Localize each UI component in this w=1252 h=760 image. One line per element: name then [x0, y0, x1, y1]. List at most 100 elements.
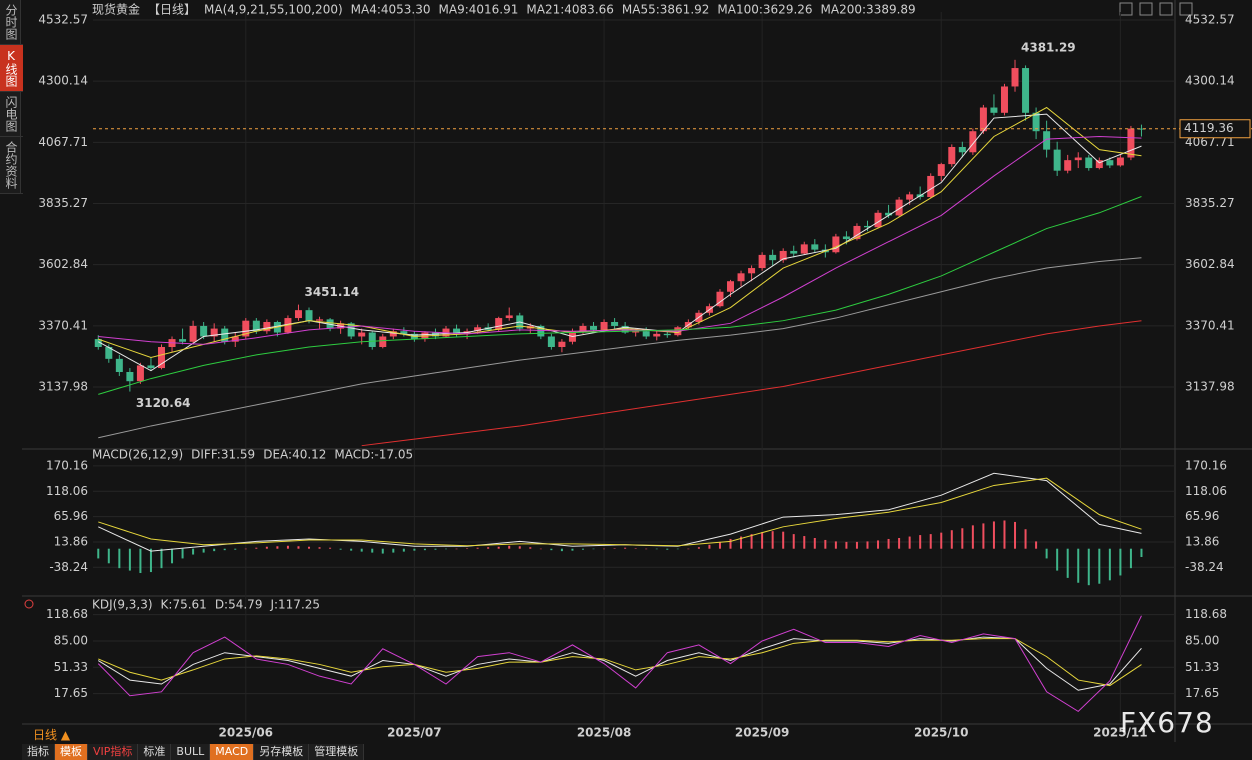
tab[interactable]: BULL [171, 744, 211, 760]
candle-body [979, 107, 987, 132]
x-tick-label: 2025/08 [577, 726, 631, 740]
histogram-bar [107, 548, 110, 564]
legend-entry: DIFF:31.59 [191, 448, 255, 462]
histogram-bar [223, 548, 226, 551]
candle-body [231, 336, 239, 342]
side-tab[interactable]: 闪电图 [0, 92, 23, 137]
side-tab[interactable]: 合约资料 [0, 137, 23, 194]
y-tick-label: 170.16 [1185, 458, 1227, 472]
histogram-bar [413, 548, 416, 551]
candle-body [632, 331, 640, 333]
y-tick-label: 118.06 [46, 484, 88, 498]
toolbar-icons[interactable] [1119, 2, 1193, 16]
histogram-bar [571, 548, 574, 551]
candle-body [147, 365, 155, 369]
y-tick-label: 3602.84 [1185, 257, 1235, 271]
side-tab[interactable]: K线图 [0, 45, 23, 92]
indicator-line [98, 636, 1142, 691]
candle-body [94, 339, 102, 347]
period: 【日线】 [148, 3, 196, 17]
ma-line [361, 320, 1142, 447]
y-tick-label: 3835.27 [1185, 196, 1235, 210]
y-tick-label: 3602.84 [38, 257, 88, 271]
histogram-bar [265, 546, 268, 549]
extreme-label: 3120.64 [136, 396, 191, 410]
histogram-bar [539, 548, 542, 550]
histogram-bar [1087, 548, 1090, 586]
histogram-bar [750, 534, 753, 549]
histogram-bar [402, 548, 405, 552]
y-tick-label: 65.96 [54, 509, 88, 523]
legend-entry: K:75.61 [161, 598, 207, 612]
legend-entry: J:117.25 [269, 598, 320, 612]
candle-body [990, 107, 998, 113]
histogram-bar [171, 548, 174, 564]
histogram-bar [581, 548, 584, 550]
histogram-bar [497, 546, 500, 549]
y-tick-label: 4532.57 [38, 13, 88, 27]
candle-body [115, 358, 123, 372]
histogram-bar [1056, 548, 1059, 571]
y-tick-label: -38.24 [49, 560, 88, 574]
candle-body [1022, 68, 1030, 113]
candle-body [611, 322, 619, 326]
histogram-bar [1108, 548, 1111, 581]
candle-body [1137, 128, 1145, 130]
y-tick-label: 3370.41 [38, 318, 88, 332]
histogram-bar [371, 548, 374, 553]
y-tick-label: 17.65 [54, 686, 88, 700]
histogram-bar [950, 530, 953, 549]
y-tick-label: 17.65 [1185, 686, 1219, 700]
period-selector[interactable]: 日线 ▲ [33, 728, 71, 742]
histogram-bar [202, 548, 205, 553]
ma-line [98, 113, 1142, 372]
legend-entry: MA4:4053.30 [351, 3, 431, 17]
side-tab[interactable]: 分时图 [0, 0, 23, 45]
tab[interactable]: 管理模板 [309, 744, 365, 760]
indicator-line [98, 638, 1142, 687]
candle-body [1064, 160, 1072, 171]
candle-body [748, 268, 756, 274]
candle-body [453, 328, 461, 334]
candle-body [832, 236, 840, 253]
histogram-bar [1024, 529, 1027, 549]
tab-bar: 指标 模板 VIP指标 标准 BULL MACD 另存模板 管理模板 [22, 744, 365, 760]
candle-body [189, 325, 197, 342]
tab[interactable]: 模板 [55, 744, 88, 760]
settings-icon[interactable] [24, 599, 34, 609]
legend-entry: MA100:3629.26 [717, 3, 812, 17]
candle-body [969, 131, 977, 153]
histogram-bar [982, 523, 985, 549]
candle-body [1127, 128, 1135, 158]
tab[interactable]: MACD [210, 744, 255, 760]
y-tick-label: 65.96 [1185, 509, 1219, 523]
histogram-bar [318, 547, 321, 549]
histogram-bar [329, 547, 332, 549]
histogram-bar [624, 547, 627, 549]
extreme-label: 3451.14 [304, 285, 359, 299]
y-tick-label: 13.86 [1185, 534, 1219, 548]
ma-line [98, 135, 1142, 345]
tab[interactable]: 标准 [138, 744, 172, 760]
candle-body [242, 320, 250, 337]
histogram-bar [813, 537, 816, 549]
legend-entry: MA55:3861.92 [622, 3, 710, 17]
tab[interactable]: 指标 [22, 744, 55, 760]
candle-body [853, 225, 861, 240]
title: 现货黄金 [92, 2, 140, 17]
candle-body [600, 322, 608, 330]
candle-body [621, 325, 629, 333]
candle-body [727, 281, 735, 292]
tab[interactable]: 另存模板 [254, 744, 310, 760]
candle-body [579, 325, 587, 332]
candle-body [737, 273, 745, 282]
tab[interactable]: VIP指标 [88, 744, 139, 760]
histogram-bar [518, 546, 521, 549]
y-tick-label: 118.68 [1185, 607, 1227, 621]
y-tick-label: 85.00 [54, 633, 88, 647]
histogram-bar [455, 548, 458, 550]
candle-body [179, 339, 187, 342]
y-tick-label: 4532.57 [1185, 13, 1235, 27]
ma-line [98, 196, 1142, 395]
